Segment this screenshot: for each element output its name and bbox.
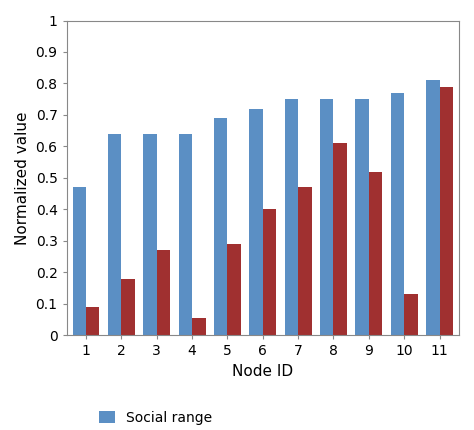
X-axis label: Node ID: Node ID	[232, 364, 293, 379]
Bar	[121, 279, 135, 335]
Bar	[391, 93, 404, 335]
Bar	[249, 109, 263, 335]
Bar	[369, 172, 383, 335]
Bar	[73, 187, 86, 335]
Bar	[143, 134, 157, 335]
Bar	[157, 250, 170, 335]
Bar	[334, 143, 347, 335]
Bar	[404, 295, 418, 335]
Bar	[439, 86, 453, 335]
Bar	[285, 99, 298, 335]
Bar	[214, 118, 228, 335]
Bar	[108, 134, 121, 335]
Bar	[228, 244, 241, 335]
Bar	[192, 318, 206, 335]
Bar	[298, 187, 311, 335]
Legend: Social range, Social frequency: Social range, Social frequency	[93, 405, 247, 430]
Bar	[426, 80, 439, 335]
Bar	[179, 134, 192, 335]
Bar	[86, 307, 100, 335]
Bar	[320, 99, 334, 335]
Bar	[356, 99, 369, 335]
Y-axis label: Normalized value: Normalized value	[15, 111, 30, 245]
Bar	[263, 209, 276, 335]
